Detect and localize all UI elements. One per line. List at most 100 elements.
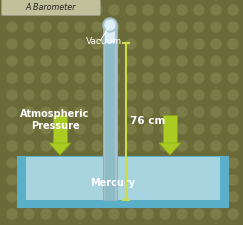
Circle shape (7, 192, 17, 202)
Circle shape (143, 56, 153, 66)
Circle shape (24, 175, 34, 185)
Circle shape (58, 90, 68, 100)
Circle shape (194, 90, 204, 100)
Circle shape (143, 39, 153, 49)
Circle shape (92, 175, 102, 185)
Circle shape (143, 90, 153, 100)
Circle shape (41, 56, 51, 66)
Circle shape (211, 73, 221, 83)
Bar (220, 157, 228, 207)
Circle shape (126, 5, 136, 15)
Circle shape (75, 56, 85, 66)
Circle shape (41, 22, 51, 32)
Circle shape (194, 22, 204, 32)
Circle shape (24, 56, 34, 66)
Circle shape (24, 124, 34, 134)
Circle shape (75, 158, 85, 168)
Circle shape (92, 141, 102, 151)
Circle shape (177, 175, 187, 185)
Circle shape (41, 39, 51, 49)
Circle shape (211, 192, 221, 202)
Circle shape (24, 209, 34, 219)
Bar (26, 157, 220, 200)
Circle shape (211, 107, 221, 117)
Circle shape (194, 209, 204, 219)
Circle shape (92, 39, 102, 49)
Circle shape (75, 124, 85, 134)
Circle shape (75, 107, 85, 117)
Circle shape (58, 141, 68, 151)
Bar (18, 200, 228, 207)
Circle shape (109, 5, 119, 15)
Circle shape (143, 175, 153, 185)
Circle shape (228, 158, 238, 168)
Circle shape (109, 107, 119, 117)
Circle shape (24, 158, 34, 168)
Circle shape (228, 39, 238, 49)
Circle shape (75, 22, 85, 32)
Circle shape (58, 39, 68, 49)
Text: A Barometer: A Barometer (26, 3, 76, 12)
Bar (53, 115, 67, 143)
Circle shape (126, 209, 136, 219)
Circle shape (7, 124, 17, 134)
Circle shape (126, 39, 136, 49)
Circle shape (7, 141, 17, 151)
Bar (163, 115, 177, 143)
Circle shape (75, 90, 85, 100)
Circle shape (177, 124, 187, 134)
Circle shape (211, 158, 221, 168)
Bar (105, 43, 115, 200)
Circle shape (92, 22, 102, 32)
Circle shape (92, 158, 102, 168)
Circle shape (58, 158, 68, 168)
Circle shape (177, 209, 187, 219)
Circle shape (7, 107, 17, 117)
Circle shape (24, 73, 34, 83)
Circle shape (143, 124, 153, 134)
Polygon shape (49, 143, 71, 155)
Circle shape (228, 124, 238, 134)
Circle shape (228, 107, 238, 117)
Circle shape (160, 124, 170, 134)
Circle shape (75, 73, 85, 83)
Circle shape (211, 141, 221, 151)
Circle shape (143, 107, 153, 117)
Circle shape (41, 192, 51, 202)
Circle shape (92, 107, 102, 117)
Circle shape (7, 90, 17, 100)
Circle shape (177, 5, 187, 15)
Circle shape (211, 124, 221, 134)
Circle shape (228, 192, 238, 202)
Circle shape (7, 209, 17, 219)
Circle shape (126, 124, 136, 134)
Circle shape (58, 22, 68, 32)
Circle shape (75, 175, 85, 185)
Circle shape (126, 192, 136, 202)
Circle shape (41, 107, 51, 117)
Circle shape (24, 22, 34, 32)
Circle shape (109, 175, 119, 185)
Circle shape (160, 107, 170, 117)
Text: Mercury: Mercury (90, 178, 136, 188)
Circle shape (143, 158, 153, 168)
Circle shape (143, 141, 153, 151)
Circle shape (211, 56, 221, 66)
Circle shape (143, 5, 153, 15)
Circle shape (126, 22, 136, 32)
Circle shape (194, 124, 204, 134)
Circle shape (109, 192, 119, 202)
Circle shape (160, 56, 170, 66)
Circle shape (228, 141, 238, 151)
Circle shape (92, 73, 102, 83)
Circle shape (160, 158, 170, 168)
Circle shape (75, 192, 85, 202)
Circle shape (211, 175, 221, 185)
Circle shape (160, 175, 170, 185)
Circle shape (194, 5, 204, 15)
Circle shape (24, 90, 34, 100)
Circle shape (109, 90, 119, 100)
Circle shape (58, 56, 68, 66)
Circle shape (92, 5, 102, 15)
Circle shape (92, 209, 102, 219)
